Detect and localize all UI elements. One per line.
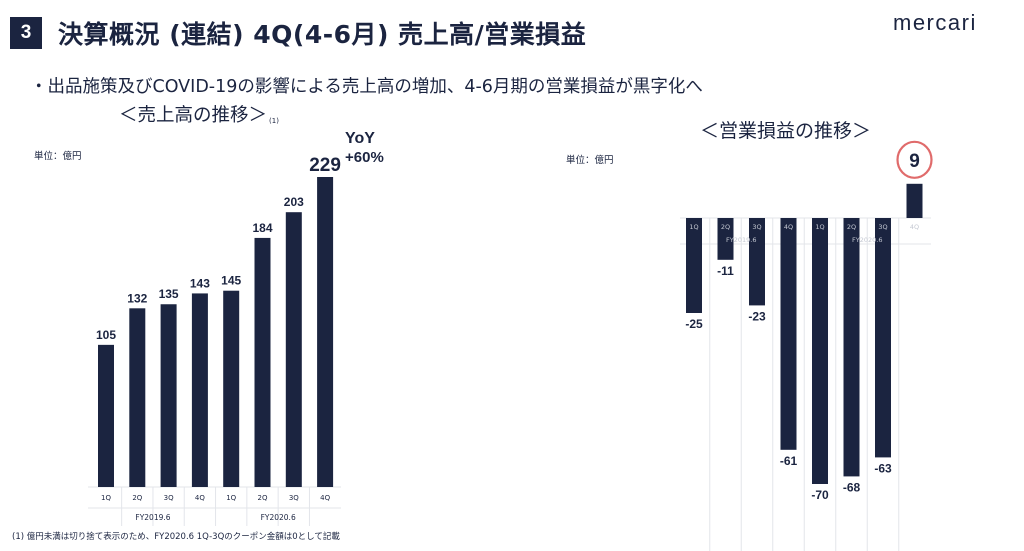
- op-bar: [843, 218, 860, 477]
- op-bar: [906, 183, 923, 218]
- sales-bar: [285, 212, 302, 487]
- sales-chart-title: ＜売上高の推移＞ (1): [119, 101, 279, 127]
- sales-category-label: 1Q: [226, 494, 236, 502]
- sales-value-label: 203: [284, 195, 304, 209]
- op-value-label: -68: [843, 480, 861, 494]
- sales-category-label: 1Q: [101, 494, 111, 502]
- sales-fiscal-year-label: FY2020.6: [261, 513, 296, 522]
- highlight-circle: [896, 140, 933, 179]
- op-category-label: 3Q: [752, 223, 761, 231]
- sales-bar: [317, 177, 334, 487]
- sales-category-label: 3Q: [289, 494, 299, 502]
- sales-bar: [191, 293, 208, 487]
- sales-category-label: 3Q: [164, 494, 174, 502]
- yoy-annotation: YoY +60%: [345, 129, 384, 167]
- op-category-label: 1Q: [815, 223, 824, 231]
- op-category-label: 1Q: [689, 223, 698, 231]
- op-category-label: 3Q: [878, 223, 887, 231]
- sales-bar: [129, 308, 146, 487]
- sales-value-label: 229: [309, 155, 341, 176]
- op-bar: [812, 218, 828, 484]
- sales-category-label: 2Q: [132, 494, 142, 502]
- op-category-label: 2Q: [847, 223, 856, 231]
- op-value-label: 9: [909, 151, 920, 172]
- sales-value-label: 143: [190, 276, 210, 290]
- sales-chart-title-text: ＜売上高の推移＞: [119, 105, 268, 126]
- sales-bar: [160, 304, 177, 487]
- sales-value-label: 145: [221, 274, 241, 288]
- yoy-label: YoY: [345, 130, 375, 147]
- op-value-label: -11: [717, 264, 734, 278]
- sales-value-label: 135: [159, 287, 179, 301]
- sales-unit-label: 単位：億円: [34, 151, 82, 162]
- op-category-label: 4Q: [910, 223, 919, 231]
- op-value-label: -70: [811, 488, 829, 502]
- op-bar: [717, 218, 734, 260]
- yoy-value: +60%: [345, 149, 384, 166]
- op-bar: [875, 218, 891, 458]
- sales-value-label: 184: [252, 221, 272, 235]
- op-bar: [780, 218, 797, 450]
- sales-bar: [223, 290, 240, 487]
- sales-fiscal-year-label: FY2019.6: [135, 513, 170, 522]
- sales-category-label: 4Q: [195, 494, 205, 502]
- op-unit-label: 単位：億円: [566, 155, 614, 166]
- op-value-label: -23: [748, 309, 766, 323]
- op-fiscal-year-label: FY2019.6: [726, 236, 756, 244]
- op-value-label: -63: [874, 461, 892, 475]
- op-chart-title: ＜営業損益の推移＞: [700, 120, 872, 142]
- sales-category-label: 2Q: [258, 494, 268, 502]
- sales-bar: [98, 344, 114, 487]
- sales-value-label: 105: [96, 328, 116, 342]
- op-category-label: 2Q: [721, 223, 730, 231]
- summary-bullet: ・出品施策及びCOVID-19の影響による売上高の増加、4-6月期の営業損益が黒…: [30, 77, 703, 97]
- sales-chart-title-note: (1): [269, 117, 279, 125]
- op-value-label: -25: [685, 317, 703, 331]
- op-bar: [686, 218, 702, 313]
- mercari-logo: mercari: [893, 10, 977, 35]
- sales-bar: [254, 237, 271, 487]
- op-category-label: 4Q: [784, 223, 793, 231]
- footnote: (1) 億円未満は切り捨て表示のため、FY2020.6 1Q-3Qのクーポン金額…: [12, 532, 340, 542]
- sales-value-label: 132: [127, 291, 147, 305]
- op-fiscal-year-label: FY2020.6: [852, 236, 882, 244]
- sales-category-label: 4Q: [320, 494, 330, 502]
- slide-number: 3: [10, 17, 42, 49]
- op-value-label: -61: [780, 454, 798, 468]
- op-bar: [749, 218, 765, 306]
- page-title: 決算概況 (連結) 4Q(4-6月) 売上高/営業損益: [58, 20, 587, 49]
